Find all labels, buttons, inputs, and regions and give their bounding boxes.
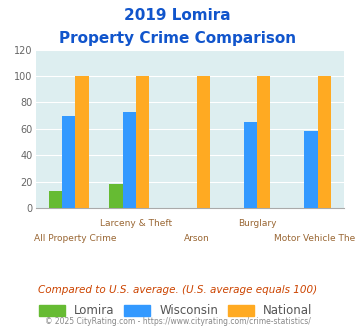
Text: 2019 Lomira: 2019 Lomira — [124, 8, 231, 23]
Bar — [123, 112, 136, 208]
Text: Property Crime Comparison: Property Crime Comparison — [59, 31, 296, 46]
Text: All Property Crime: All Property Crime — [34, 234, 117, 243]
Bar — [62, 115, 76, 208]
Legend: Lomira, Wisconsin, National: Lomira, Wisconsin, National — [35, 301, 316, 321]
Bar — [76, 76, 89, 208]
Text: Compared to U.S. average. (U.S. average equals 100): Compared to U.S. average. (U.S. average … — [38, 285, 317, 295]
Bar — [109, 184, 123, 208]
Text: © 2025 CityRating.com - https://www.cityrating.com/crime-statistics/: © 2025 CityRating.com - https://www.city… — [45, 317, 310, 326]
Bar — [304, 131, 318, 208]
Bar — [197, 76, 210, 208]
Bar — [257, 76, 271, 208]
Text: Arson: Arson — [184, 234, 209, 243]
Bar — [244, 122, 257, 208]
Text: Motor Vehicle Theft: Motor Vehicle Theft — [274, 234, 355, 243]
Bar — [318, 76, 331, 208]
Text: Larceny & Theft: Larceny & Theft — [100, 219, 172, 228]
Text: Burglary: Burglary — [238, 219, 277, 228]
Bar — [49, 191, 62, 208]
Bar — [136, 76, 149, 208]
